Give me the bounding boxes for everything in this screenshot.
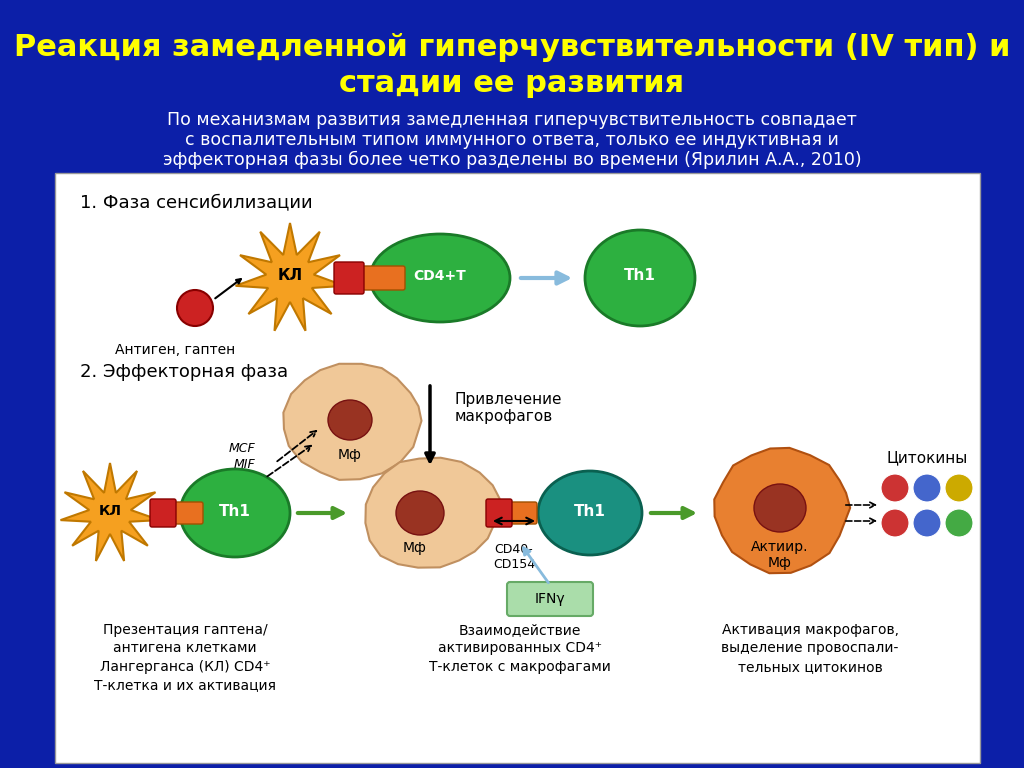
Text: Th1: Th1 [219,504,251,518]
Ellipse shape [180,469,290,557]
Circle shape [945,509,973,537]
Text: КЛ: КЛ [278,269,302,283]
Text: Реакция замедленной гиперчувствительности (IV тип) и: Реакция замедленной гиперчувствительност… [13,34,1011,62]
FancyBboxPatch shape [356,266,406,290]
Polygon shape [284,364,422,480]
Text: IFNγ: IFNγ [535,592,565,606]
FancyBboxPatch shape [334,262,364,294]
Polygon shape [366,458,500,568]
Circle shape [177,290,213,326]
Ellipse shape [585,230,695,326]
Ellipse shape [370,234,510,322]
Text: Th1: Th1 [624,269,656,283]
Text: CD40-
CD154: CD40- CD154 [493,543,536,571]
Text: эффекторная фазы более четко разделены во времени (Ярилин А.А., 2010): эффекторная фазы более четко разделены в… [163,151,861,169]
FancyBboxPatch shape [55,173,980,763]
Text: Активация макрофагов,
выделение провоспали-
тельных цитокинов: Активация макрофагов, выделение провоспа… [721,623,899,674]
Circle shape [881,509,909,537]
Text: КЛ: КЛ [98,504,122,518]
Text: По механизмам развития замедленная гиперчувствительность совпадает: По механизмам развития замедленная гипер… [167,111,857,129]
Polygon shape [60,463,160,561]
Ellipse shape [754,484,806,532]
Circle shape [913,509,941,537]
Text: MCF: MCF [228,442,255,455]
Text: MIF: MIF [233,458,255,472]
Text: CD4+T: CD4+T [414,269,466,283]
FancyBboxPatch shape [150,499,176,527]
Text: Взаимодействие
активированных CD4⁺
Т-клеток с макрофагами: Взаимодействие активированных CD4⁺ Т-кле… [429,623,611,674]
Ellipse shape [396,491,444,535]
Ellipse shape [538,471,642,555]
FancyBboxPatch shape [486,499,512,527]
Circle shape [945,474,973,502]
Text: Th1: Th1 [574,504,606,518]
Ellipse shape [328,400,372,440]
Text: стадии ее развития: стадии ее развития [339,68,685,98]
Text: Актиир.
Мф: Актиир. Мф [752,540,809,570]
Text: Презентация гаптена/
антигена клетками
Лангерганса (КЛ) CD4⁺
Т-клетка и их актив: Презентация гаптена/ антигена клетками Л… [94,623,276,692]
Polygon shape [236,223,344,331]
Text: Мф: Мф [403,541,427,555]
FancyBboxPatch shape [508,502,537,524]
Text: 2. Эффекторная фаза: 2. Эффекторная фаза [80,363,288,381]
Text: Антиген, гаптен: Антиген, гаптен [115,343,236,357]
FancyBboxPatch shape [172,502,203,524]
Circle shape [913,474,941,502]
Text: 1. Фаза сенсибилизации: 1. Фаза сенсибилизации [80,193,312,211]
Text: Цитокины: Цитокины [887,451,968,465]
Circle shape [881,474,909,502]
Polygon shape [715,448,850,573]
Text: Мф: Мф [338,448,361,462]
Text: Привлечение
макрофагов: Привлечение макрофагов [455,392,562,424]
FancyBboxPatch shape [507,582,593,616]
Text: с воспалительным типом иммунного ответа, только ее индуктивная и: с воспалительным типом иммунного ответа,… [185,131,839,149]
